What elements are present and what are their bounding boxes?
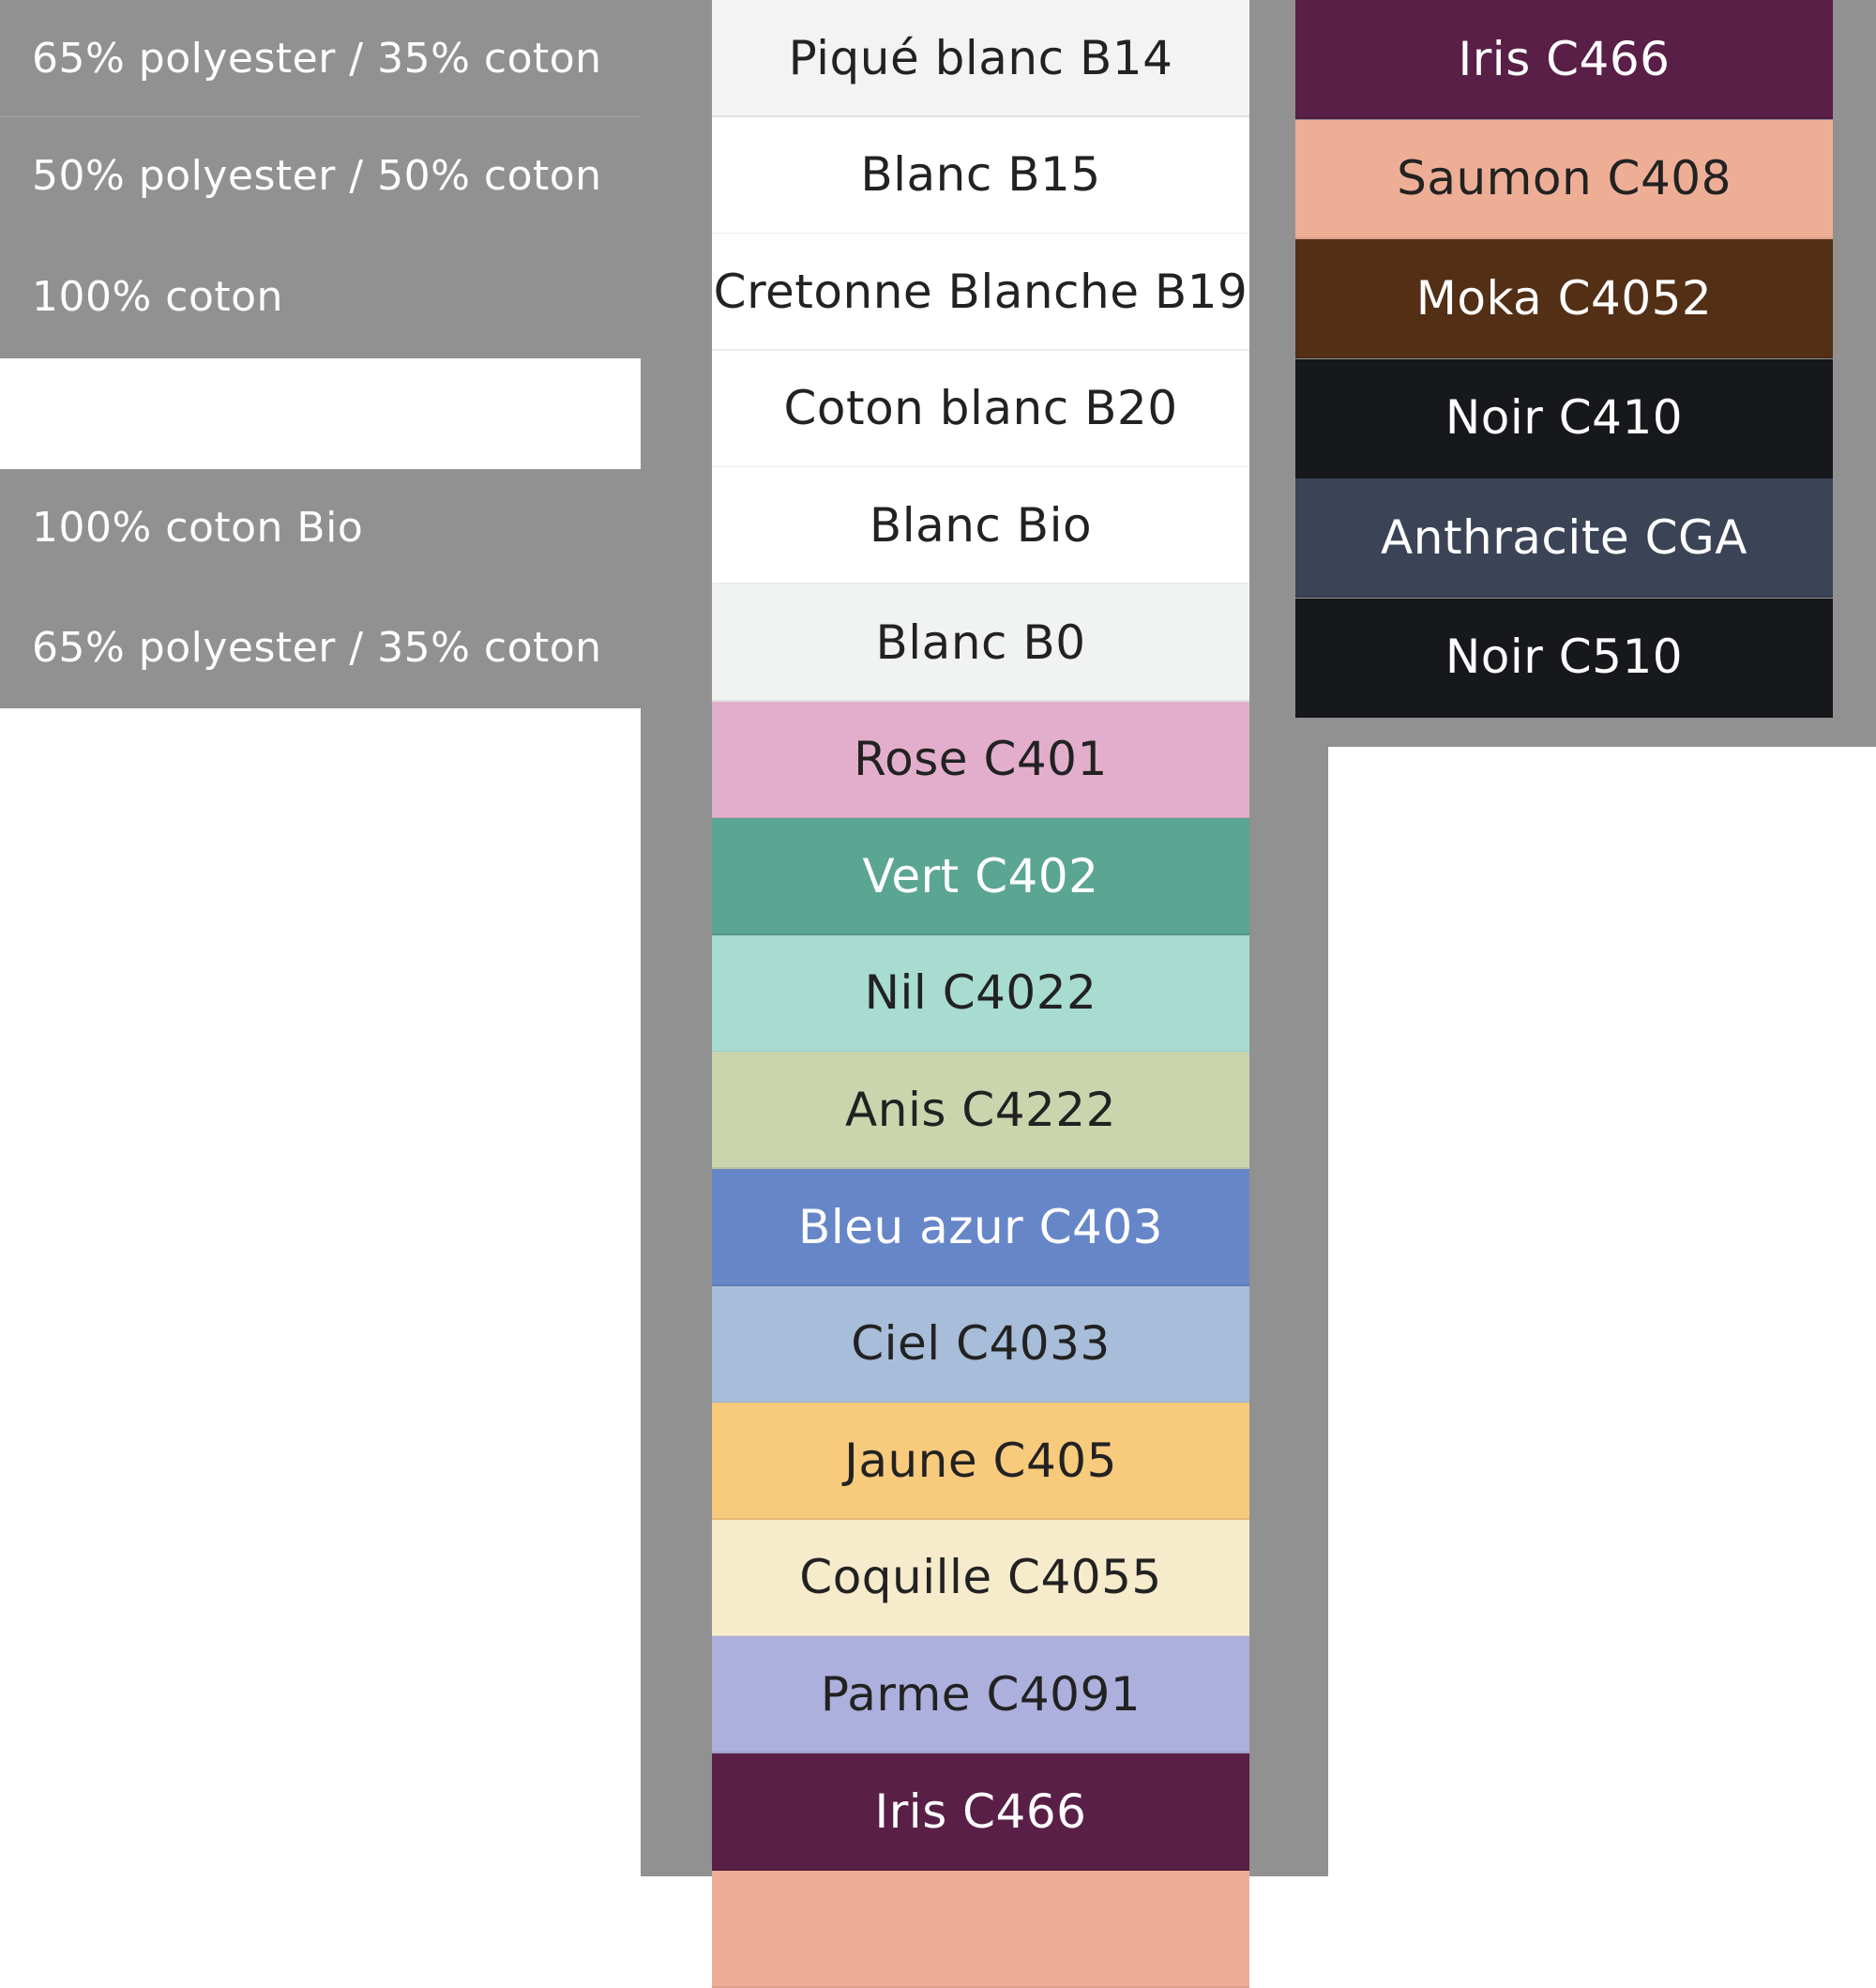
composition-list: 65% polyester / 35% coton 50% polyester … <box>0 0 641 708</box>
color-swatch[interactable]: Blanc B15 <box>712 116 1249 235</box>
color-swatch[interactable]: Noir C410 <box>1295 358 1833 478</box>
color-swatch[interactable]: Anthracite CGA <box>1295 478 1833 598</box>
color-swatch[interactable]: Iris C466 <box>712 1753 1249 1871</box>
spacer <box>0 358 641 469</box>
composition-item[interactable]: 65% polyester / 35% coton <box>0 0 641 117</box>
color-swatch[interactable]: Nil C4022 <box>712 934 1249 1053</box>
color-swatch[interactable]: Moka C4052 <box>1295 239 1833 358</box>
color-swatch[interactable]: Bleu azur C403 <box>712 1169 1249 1286</box>
color-swatch-column-dark: Iris C466 Saumon C408 Moka C4052 Noir C410 A… <box>1295 0 1876 747</box>
composition-item[interactable]: 50% polyester / 50% coton <box>0 117 641 235</box>
color-swatch[interactable]: Piqué blanc B14 <box>712 0 1249 117</box>
color-swatch[interactable]: Jaune C405 <box>712 1403 1249 1521</box>
composition-item[interactable]: 100% coton Bio <box>0 469 641 586</box>
color-swatch[interactable]: Parme C4091 <box>712 1636 1249 1754</box>
color-swatch-column: Piqué blanc B14 Blanc B15 Cretonne Blanche… <box>641 0 1328 1988</box>
color-swatch[interactable]: Blanc B0 <box>712 584 1249 702</box>
color-swatch[interactable]: Coton blanc B20 <box>712 350 1249 468</box>
color-swatch[interactable]: Anis C4222 <box>712 1052 1249 1170</box>
color-swatch[interactable]: Vert C402 <box>712 818 1249 936</box>
color-swatch[interactable]: Rose C401 <box>712 701 1249 819</box>
composition-item[interactable]: 65% polyester / 35% coton <box>0 586 641 708</box>
color-swatch[interactable]: Cretonne Blanche B19 <box>712 234 1249 352</box>
color-swatch[interactable] <box>712 1870 1249 1988</box>
color-swatch[interactable]: Ciel C4033 <box>712 1285 1249 1404</box>
color-swatch[interactable]: Iris C466 <box>1295 0 1833 119</box>
color-swatch[interactable]: Blanc Bio <box>712 467 1249 585</box>
color-swatch[interactable]: Noir C510 <box>1295 598 1833 718</box>
color-swatch[interactable]: Saumon C408 <box>1295 119 1833 239</box>
composition-item[interactable]: 100% coton <box>0 235 641 358</box>
color-swatch[interactable]: Coquille C4055 <box>712 1519 1249 1637</box>
